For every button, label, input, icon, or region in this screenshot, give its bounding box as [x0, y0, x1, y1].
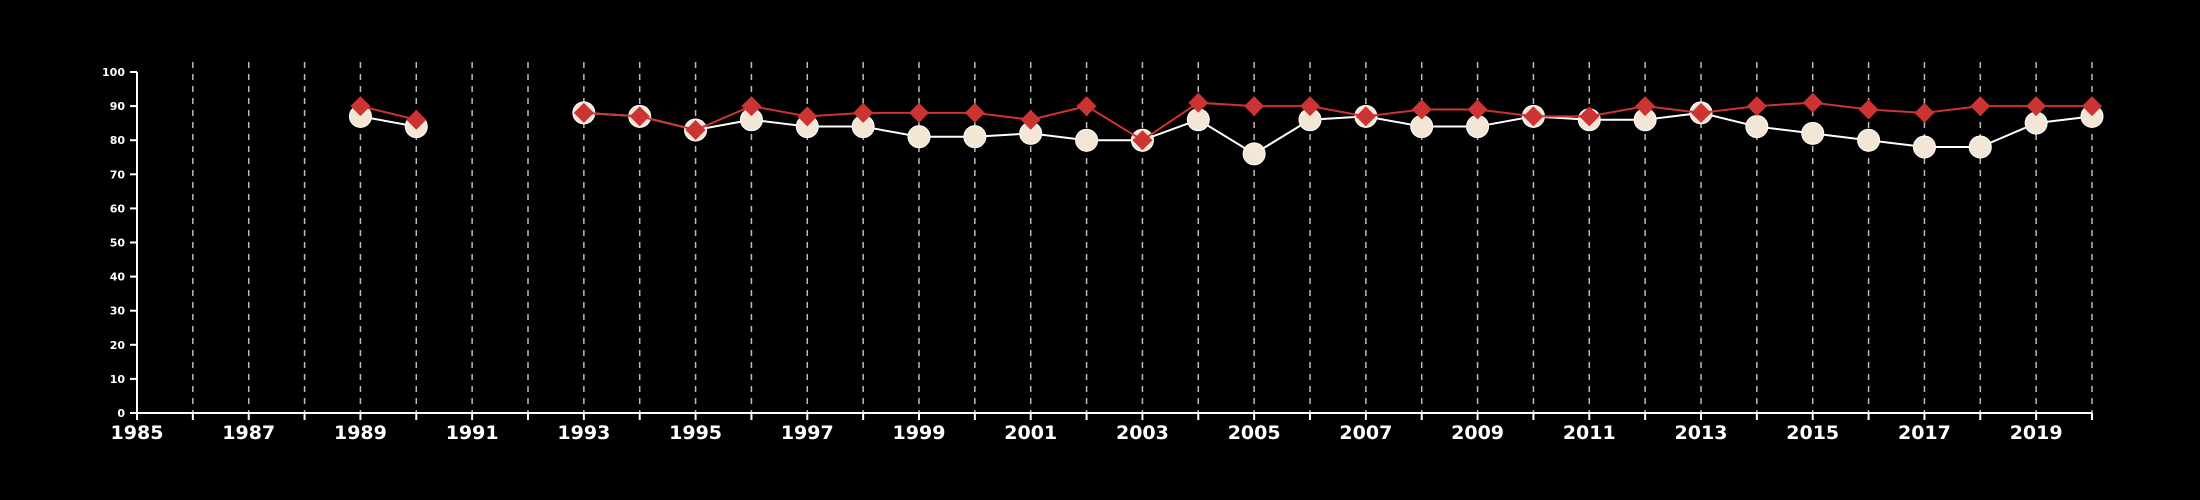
x-tick-label: 1991	[446, 422, 499, 444]
axis-layer	[136, 72, 2092, 414]
data-point-diamond	[1076, 96, 1097, 117]
data-point-circle	[1857, 128, 1881, 152]
x-tick-label: 2007	[1339, 422, 1392, 444]
data-point-diamond	[1691, 102, 1711, 123]
data-point-diamond	[1300, 96, 1320, 117]
y-tick-label: 10	[110, 373, 126, 386]
x-tick-label: 2013	[1675, 422, 1728, 444]
y-tick-label: 60	[110, 202, 126, 215]
data-point-circle	[1968, 135, 1992, 159]
series-line-segment	[583, 111, 2093, 156]
data-point-diamond	[1411, 99, 1432, 120]
data-point-circle	[963, 125, 987, 149]
data-point-diamond	[629, 106, 650, 127]
data-point-diamond	[1188, 92, 1209, 113]
x-tick-label: 2019	[2010, 422, 2063, 444]
y-tick-label: 0	[117, 407, 125, 420]
data-point-diamond	[741, 96, 762, 117]
data-point-diamond	[685, 119, 706, 140]
label-layer: 1985 1987 1989 1991 1993 1995 1997 1999 2001 2003…	[102, 66, 2063, 444]
series-0	[348, 101, 2104, 166]
x-tick-label: 1985	[111, 422, 164, 444]
y-tick-label: 40	[110, 271, 126, 284]
data-point-diamond	[1970, 96, 1991, 117]
data-point-circle	[1912, 135, 1936, 159]
data-point-diamond	[1914, 102, 1935, 123]
data-point-diamond	[909, 102, 929, 123]
data-point-diamond	[1467, 99, 1488, 120]
data-point-circle	[1075, 128, 1099, 152]
data-point-diamond	[853, 102, 874, 123]
data-point-diamond	[1746, 96, 1767, 117]
x-tick-label: 2001	[1004, 422, 1057, 444]
data-point-diamond	[964, 102, 985, 123]
y-tick-label: 20	[110, 339, 126, 352]
data-point-circle	[1242, 142, 1266, 166]
data-point-diamond	[1355, 106, 1376, 127]
data-point-diamond	[1802, 92, 1823, 113]
data-point-diamond	[1020, 109, 1041, 130]
x-tick-label: 1993	[557, 422, 610, 444]
y-tick-label: 30	[110, 305, 126, 318]
data-point-diamond	[406, 109, 427, 130]
y-tick-label: 90	[110, 100, 126, 113]
data-point-diamond	[1858, 99, 1879, 120]
data-point-diamond	[1132, 130, 1153, 151]
x-tick-label: 2005	[1228, 422, 1281, 444]
x-tick-label: 2017	[1898, 422, 1951, 444]
series-line-segment	[583, 101, 2092, 142]
data-point-diamond	[1579, 106, 1600, 127]
series-1	[350, 92, 2102, 151]
x-tick-label: 1987	[222, 422, 275, 444]
data-point-diamond	[1523, 106, 1544, 127]
x-tick-label: 1995	[669, 422, 722, 444]
x-tick-label: 1989	[334, 422, 387, 444]
data-point-diamond	[1635, 96, 1656, 117]
y-tick-label: 100	[102, 66, 125, 79]
data-point-circle	[1745, 115, 1769, 139]
y-tick-label: 50	[110, 237, 126, 250]
data-point-diamond	[573, 102, 594, 123]
x-tick-label: 2009	[1451, 422, 1504, 444]
grid-layer	[130, 62, 2093, 420]
x-tick-label: 1999	[893, 422, 946, 444]
x-tick-label: 2003	[1116, 422, 1169, 444]
data-point-diamond	[1244, 96, 1265, 117]
data-point-circle	[907, 125, 931, 149]
data-point-diamond	[2082, 96, 2102, 117]
x-tick-label: 2011	[1563, 422, 1616, 444]
y-tick-label: 80	[110, 134, 126, 147]
data-point-diamond	[350, 96, 371, 117]
y-tick-label: 70	[110, 168, 126, 181]
x-tick-label: 2015	[1786, 422, 1839, 444]
series-layer	[348, 92, 2104, 166]
data-point-diamond	[2026, 96, 2047, 117]
x-tick-label: 1997	[781, 422, 834, 444]
data-point-diamond	[797, 106, 818, 127]
series-line-segment	[360, 105, 417, 121]
data-point-circle	[1801, 121, 1825, 145]
